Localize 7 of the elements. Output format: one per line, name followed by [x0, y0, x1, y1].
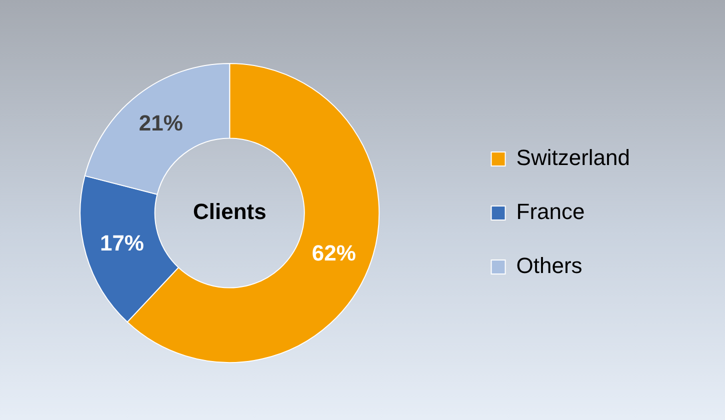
legend-label: Switzerland	[516, 145, 630, 170]
data-label: 17%	[100, 230, 144, 256]
legend-label: France	[516, 199, 585, 224]
text: Clients	[192, 199, 266, 224]
legend-label: Others	[516, 253, 582, 278]
data-label: 21%	[138, 110, 183, 136]
data-label: 62%	[312, 240, 356, 266]
